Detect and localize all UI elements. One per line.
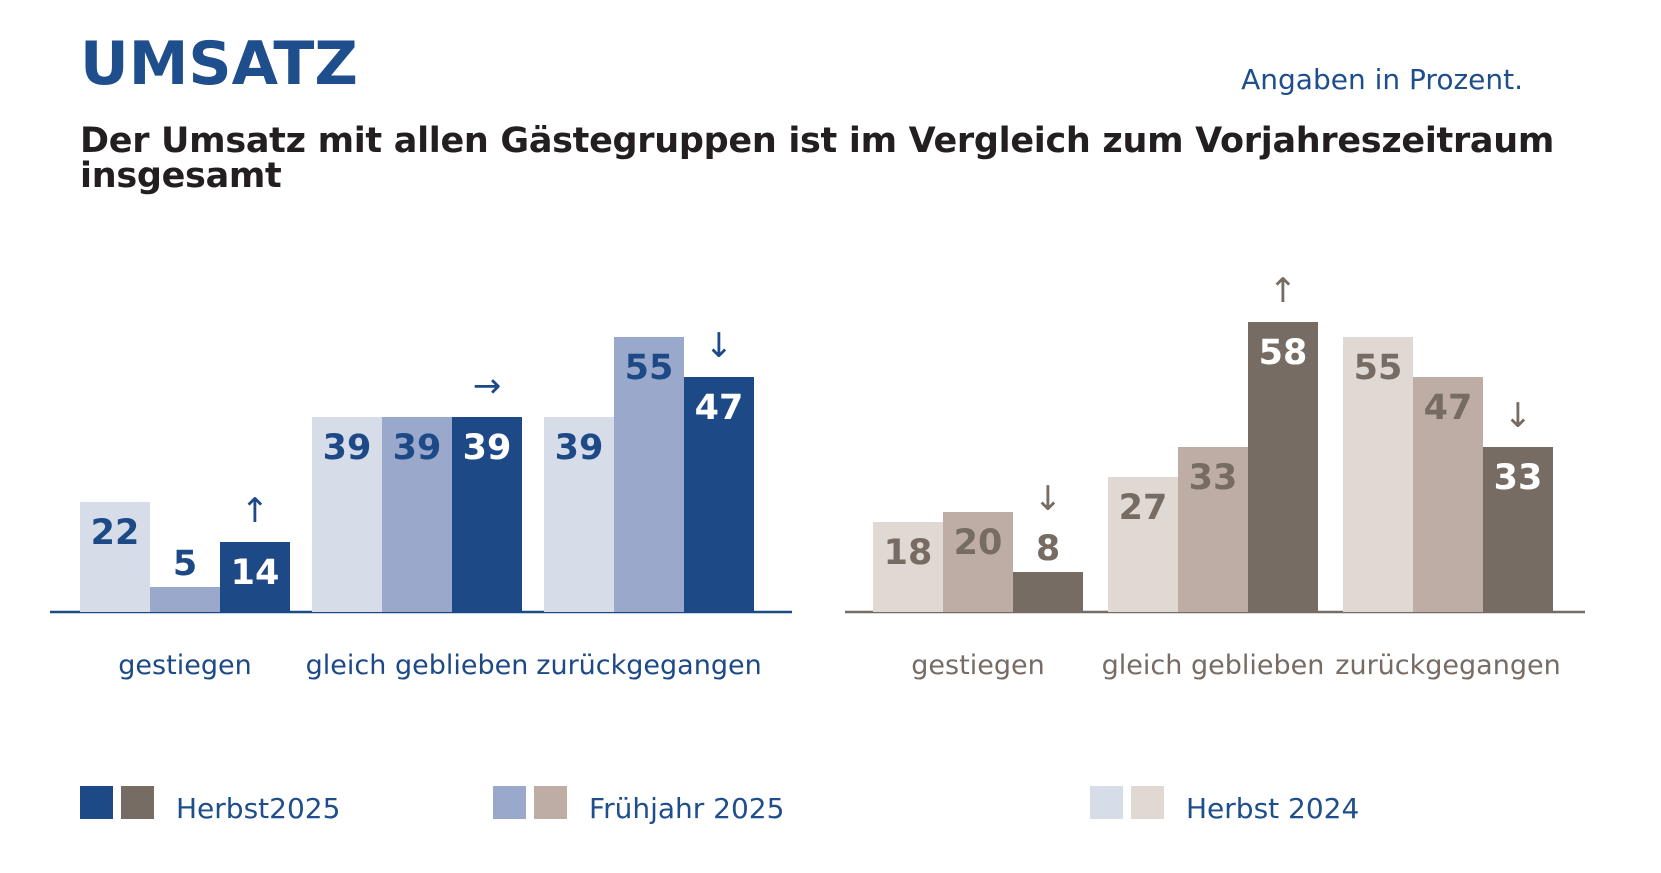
chart-subtitle: Der Umsatz mit allen Gästegruppen ist im… [80, 121, 1555, 196]
bar-zurückgegangen-series-2 [1483, 447, 1553, 612]
bar-value-label: 55 [1354, 348, 1403, 388]
bar-gestiegen-series-1 [943, 512, 1013, 612]
legend-swatch-blue [80, 786, 113, 819]
legend-swatch-brown [534, 786, 567, 819]
legend-swatch-blue [493, 786, 526, 819]
category-label: gestiegen [911, 650, 1044, 681]
bar-zurückgegangen-series-2 [684, 377, 754, 612]
bar-value-label: 39 [463, 428, 512, 468]
bar-value-label: 8 [1036, 529, 1060, 569]
category-label: gleich geblieben [1102, 650, 1325, 681]
unit-note: Angaben in Prozent. [1241, 63, 1523, 96]
bar-gleich-geblieben-series-0 [1108, 477, 1178, 612]
bar-value-label: 5 [173, 544, 197, 584]
bar-gleich-geblieben-series-2 [452, 417, 522, 612]
legend-swatch-brown [1131, 786, 1164, 819]
category-label: gestiegen [118, 650, 251, 681]
bar-gleich-geblieben-series-1 [1178, 447, 1248, 612]
legend-label: Herbst 2024 [1186, 791, 1360, 825]
category-label: zurückgegangen [536, 650, 761, 681]
trend-arrow-icon: ↓ [1034, 479, 1063, 519]
trend-arrow-icon: → [473, 366, 502, 406]
legend-item-herbst2024: Herbst 2024 [1090, 786, 1359, 822]
bar-gestiegen-series-1 [150, 587, 220, 612]
bar-gestiegen-series-2 [1013, 572, 1083, 612]
bar-value-label: 55 [625, 348, 674, 388]
bar-value-label: 22 [91, 513, 140, 553]
trend-arrow-icon: ↑ [241, 491, 270, 531]
bar-zurückgegangen-series-0 [1343, 337, 1413, 612]
bar-value-label: 27 [1119, 488, 1168, 528]
bar-zurückgegangen-series-1 [1413, 377, 1483, 612]
bar-value-label: 18 [884, 533, 933, 573]
legend-label: Herbst2025 [176, 791, 341, 825]
trend-arrow-icon: ↑ [1269, 271, 1298, 311]
trend-arrow-icon: ↓ [1504, 396, 1533, 436]
bar-zurückgegangen-series-1 [614, 337, 684, 612]
legend-item-herbst2025: Herbst2025 [80, 786, 340, 822]
category-label: zurückgegangen [1335, 650, 1560, 681]
bar-value-label: 39 [393, 428, 442, 468]
legend-item-fruehjahr2025: Frühjahr 2025 [493, 786, 784, 822]
bar-value-label: 20 [954, 523, 1003, 563]
category-label: gleich geblieben [306, 650, 529, 681]
legend-swatch-brown [121, 786, 154, 819]
bar-value-label: 14 [231, 553, 280, 593]
bar-zurückgegangen-series-0 [544, 417, 614, 612]
bar-value-label: 47 [1424, 388, 1473, 428]
bar-gleich-geblieben-series-0 [312, 417, 382, 612]
bar-gestiegen-series-0 [80, 502, 150, 612]
bar-gestiegen-series-0 [873, 522, 943, 612]
bar-gleich-geblieben-series-1 [382, 417, 452, 612]
legend-label: Frühjahr 2025 [589, 791, 785, 825]
bar-value-label: 47 [695, 388, 744, 428]
bar-value-label: 33 [1494, 458, 1543, 498]
page-title: UMSATZ [80, 29, 358, 99]
trend-arrow-icon: ↓ [705, 326, 734, 366]
legend-swatch-blue [1090, 786, 1123, 819]
bar-gestiegen-series-2 [220, 542, 290, 612]
bar-value-label: 33 [1189, 458, 1238, 498]
bar-gleich-geblieben-series-2 [1248, 322, 1318, 612]
bar-value-label: 39 [555, 428, 604, 468]
bar-value-label: 58 [1259, 333, 1308, 373]
bar-value-label: 39 [323, 428, 372, 468]
